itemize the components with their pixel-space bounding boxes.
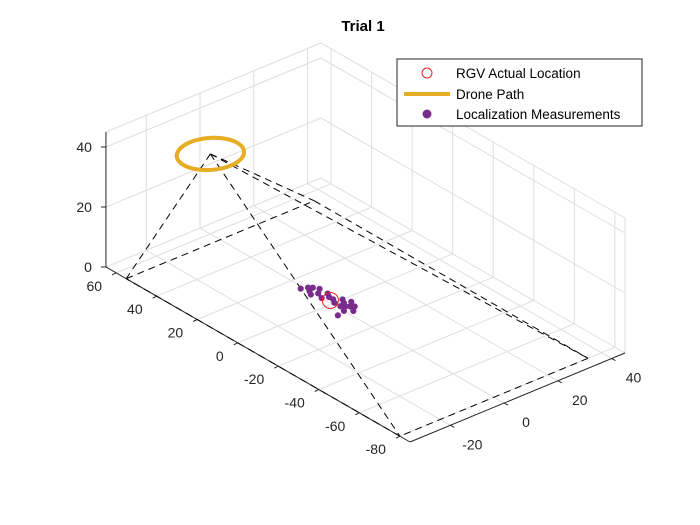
fov-footprint-edge: [314, 200, 589, 359]
y-tick-mark: [395, 435, 401, 439]
z-tick-label: 40: [76, 139, 92, 155]
tick-labels: -20 0 20 40 -80 -60 -40 -20 0 20 40 60 0 20 40: [76, 139, 641, 457]
fov-pyramid-edge: [125, 153, 211, 279]
y-tick-label: -60: [325, 418, 345, 434]
box-edge: [320, 42, 626, 219]
measurement-point: [334, 312, 341, 319]
legend-marker-rgv: [421, 67, 433, 79]
measurement-point: [331, 299, 338, 306]
grid-line-z-backwall: [320, 177, 626, 354]
grid-line-x-floor: [307, 183, 612, 359]
x-axis-line: [409, 352, 626, 443]
x-tick-label: -20: [462, 436, 482, 452]
x-tick-mark: [611, 358, 616, 362]
y-tick-label: 0: [216, 348, 224, 364]
fov-footprint-edge: [399, 357, 589, 437]
z-tick-label: 20: [76, 199, 92, 215]
y-tick-mark: [111, 272, 117, 276]
grid-lines: [105, 42, 626, 437]
drone-path-line: [174, 135, 246, 172]
measurement-point: [337, 303, 344, 310]
grid-line-y-floor: [196, 230, 413, 320]
y-tick-mark: [314, 389, 320, 392]
plot-area: [125, 135, 589, 437]
grid-line-z-sidewall: [105, 117, 322, 208]
y-tick-label: 40: [127, 301, 143, 317]
grid-line-y-floor: [359, 323, 575, 414]
grid-line-z-backwall: [320, 57, 626, 234]
x-tick-mark: [450, 424, 455, 428]
x-tick-mark: [557, 380, 563, 384]
fov-pyramid-edge: [209, 153, 401, 437]
fov-footprint-edge: [125, 278, 401, 437]
fov-pyramid-edge: [210, 153, 589, 359]
grid-line-z-backwall: [320, 117, 626, 294]
y-tick-mark: [152, 295, 157, 299]
y-tick-mark: [192, 319, 198, 322]
grid-line-z-sidewall: [105, 177, 322, 268]
x-tick-label: 20: [572, 392, 588, 408]
measurement-point: [340, 307, 348, 314]
y-tick-label: -80: [366, 441, 386, 457]
x-tick-label: 40: [626, 370, 642, 386]
rgv-actual-location-marker: [321, 291, 339, 309]
grid-line-x-floor: [253, 205, 559, 382]
measurement-point: [346, 303, 354, 310]
grid-line-y-floor: [318, 300, 534, 390]
measurement-point: [350, 307, 357, 315]
y-tick-label: 20: [168, 324, 184, 340]
y-tick-mark: [233, 342, 238, 346]
chart-title: Trial 1: [341, 18, 384, 35]
legend-label-drone-path: Drone Path: [456, 87, 524, 102]
x-tick-label: 0: [522, 414, 530, 430]
legend-marker-measurements: [422, 109, 432, 119]
y-tick-label: -20: [244, 371, 264, 387]
z-tick-label: 0: [84, 259, 92, 275]
x-tick-mark: [503, 402, 509, 406]
y-tick-label: -40: [285, 394, 305, 410]
y-tick-label: 60: [87, 278, 103, 294]
legend-label-measurements: Localization Measurements: [456, 107, 621, 122]
y-tick-mark: [274, 365, 279, 369]
measurement-point: [307, 291, 314, 298]
grid-line-y-floor: [115, 183, 332, 274]
y-tick-mark: [355, 412, 360, 416]
grid-line-z-sidewall: [105, 57, 322, 148]
measurement-point: [309, 284, 316, 291]
legend-label-rgv: RGV Actual Location: [456, 66, 581, 81]
legend: RGV Actual Location Drone Path Localizat…: [396, 58, 643, 127]
grid-line-y-floor: [278, 276, 494, 367]
grid-line-y-floor: [156, 206, 372, 297]
box-edge: [105, 42, 322, 133]
fov-footprint-edge: [126, 200, 315, 280]
measurement-point: [315, 290, 322, 297]
measurement-point: [297, 285, 304, 292]
